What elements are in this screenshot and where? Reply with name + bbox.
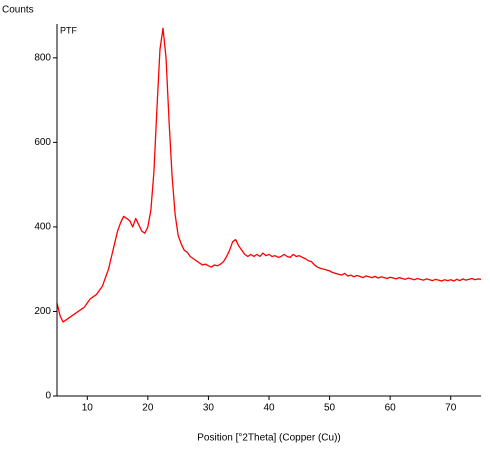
y-tick-label: 600 bbox=[34, 137, 51, 148]
y-tick-label: 200 bbox=[34, 306, 51, 317]
x-tick-label: 70 bbox=[445, 403, 457, 414]
x-tick-label: 40 bbox=[263, 403, 275, 414]
x-axis-label: Position [°2Theta] (Copper (Cu)) bbox=[197, 433, 341, 444]
y-tick-label: 400 bbox=[34, 222, 51, 233]
x-tick-label: 10 bbox=[82, 403, 94, 414]
x-tick-label: 50 bbox=[324, 403, 336, 414]
x-tick-label: 30 bbox=[203, 403, 215, 414]
y-axis-label: Counts bbox=[2, 5, 34, 16]
annotation: PTF bbox=[60, 25, 78, 35]
y-tick-label: 0 bbox=[45, 391, 51, 402]
y-tick-label: 800 bbox=[34, 52, 51, 63]
x-tick-label: 20 bbox=[142, 403, 154, 414]
data-line bbox=[56, 27, 482, 323]
x-tick-label: 60 bbox=[385, 403, 397, 414]
